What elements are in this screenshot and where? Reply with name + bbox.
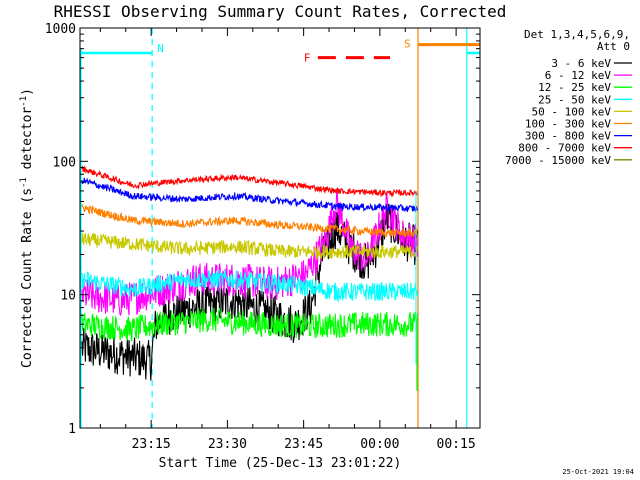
legend-entry-label: 6 - 12 keV <box>545 69 612 82</box>
legend-entry-label: 100 - 300 keV <box>525 118 611 131</box>
series-line-2 <box>81 307 419 342</box>
night-label: N <box>157 42 164 55</box>
plot-area: N F S <box>80 28 480 428</box>
legend-entry-label: 25 - 50 keV <box>538 93 611 106</box>
series-line-7 <box>81 165 418 198</box>
flare-label: F <box>304 52 311 65</box>
series-line-1 <box>81 187 419 316</box>
footer-timestamp: 25-Oct-2021 19:04 <box>562 468 634 476</box>
legend-entry-label: 12 - 25 keV <box>538 81 611 94</box>
y-tick-label: 1000 <box>45 22 76 37</box>
legend-entry-label: 300 - 800 keV <box>525 130 611 143</box>
legend-entry-label: 50 - 100 keV <box>532 105 612 118</box>
legend-header: Det 1,3,4,5,6,9, <box>524 28 630 41</box>
series-line-4 <box>81 232 419 261</box>
plot-frame <box>79 27 481 429</box>
legend-entry-label: 7000 - 15000 keV <box>505 154 611 167</box>
y-tick-label: 1 <box>68 422 76 437</box>
axes: 1 10 100 1000 23:15 23:30 23:45 00:00 00:15 <box>45 22 480 452</box>
legend-entry-label: 3 - 6 keV <box>551 57 611 70</box>
x-tick-label: 23:45 <box>284 437 323 452</box>
x-tick-label: 00:15 <box>437 437 476 452</box>
y-tick-label: 10 <box>60 289 76 304</box>
saa-label: S <box>404 38 411 51</box>
x-tick-label: 00:00 <box>360 437 399 452</box>
legend-entry-label: 800 - 7000 keV <box>518 142 611 155</box>
series-line-3 <box>81 270 419 303</box>
x-axis-label: Start Time (25-Dec-13 23:01:22) <box>159 456 402 471</box>
series-line-0 <box>81 203 419 381</box>
y-tick-label: 100 <box>53 155 76 170</box>
x-tick-label: 23:30 <box>208 437 247 452</box>
legend-header: Att 0 <box>597 40 630 53</box>
series-line-5 <box>81 204 418 238</box>
chart-title: RHESSI Observing Summary Count Rates, Co… <box>54 2 507 21</box>
series-line-6 <box>81 177 419 214</box>
y-axis-label: Corrected Count Rate (s-1 detector-1) <box>19 88 35 368</box>
x-tick-label: 23:15 <box>132 437 171 452</box>
